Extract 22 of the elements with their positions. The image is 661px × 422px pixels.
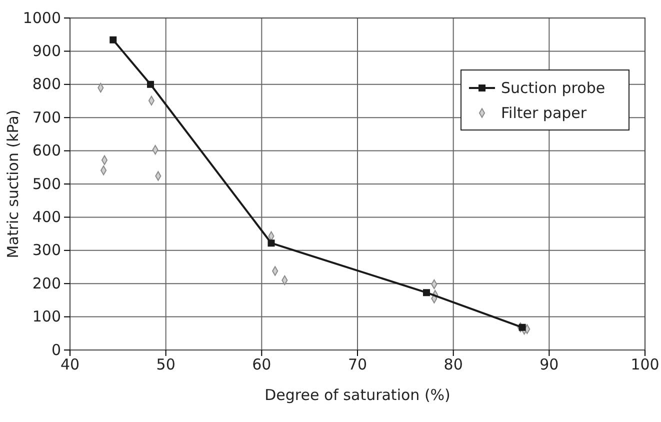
y-tick-label: 1000 [22, 8, 61, 27]
x-tick-label: 100 [630, 356, 660, 374]
x-axis-title: Degree of saturation (%) [264, 386, 450, 404]
y-tick-label: 400 [32, 208, 61, 226]
y-tick-label: 100 [32, 308, 61, 326]
x-tick-label: 50 [156, 356, 176, 374]
y-tick-label: 700 [32, 108, 61, 126]
y-tick-label: 900 [32, 42, 61, 60]
x-tick-label: 70 [348, 356, 368, 374]
y-tick-label: 300 [32, 241, 61, 260]
y-tick-label: 200 [32, 274, 61, 292]
x-tick-label: 60 [252, 356, 272, 374]
legend-label: Filter paper [501, 104, 588, 122]
x-tick-label: 80 [444, 356, 463, 374]
y-tick-label: 0 [51, 340, 61, 359]
y-axis-title: Matric suction (kPa) [4, 110, 22, 258]
legend-label: Suction probe [501, 79, 606, 97]
y-tick-label: 600 [32, 142, 61, 160]
x-tick-label: 40 [60, 356, 80, 374]
y-tick-label: 500 [32, 174, 61, 193]
x-tick-label: 90 [540, 356, 559, 374]
y-tick-label: 800 [32, 75, 61, 94]
